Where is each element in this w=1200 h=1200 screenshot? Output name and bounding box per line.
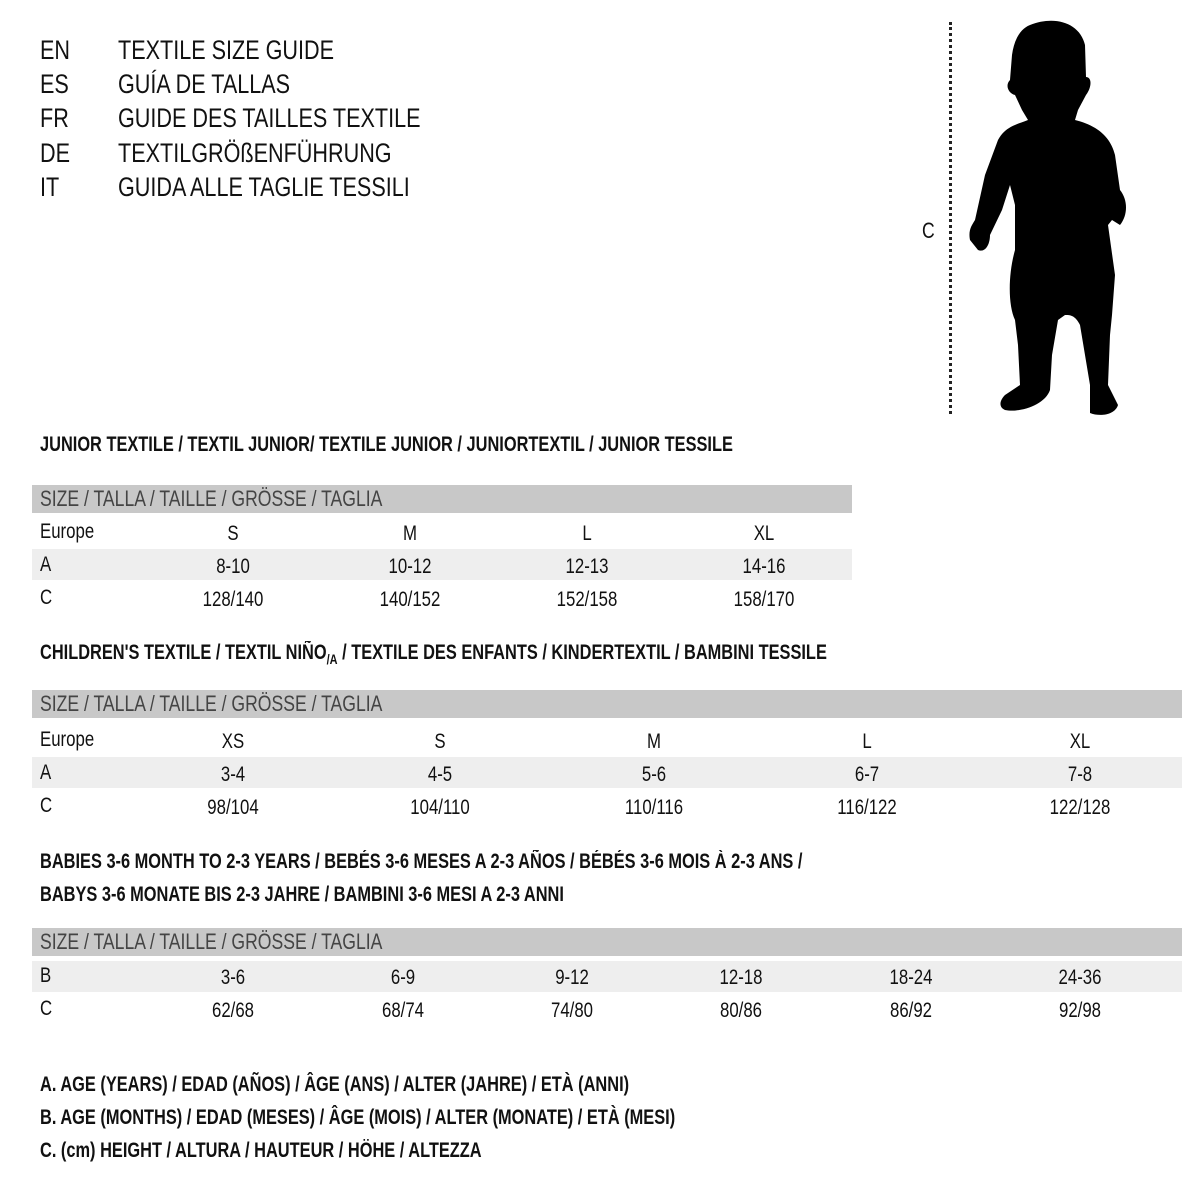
row-band [32, 757, 1182, 788]
row-label: C [40, 997, 53, 1020]
table-cell: 110/116 [624, 796, 684, 819]
lang-code: FR [40, 103, 69, 133]
table-cell: 140/152 [379, 588, 441, 611]
table-cell: S [227, 522, 239, 545]
table-cell: 7-8 [1067, 763, 1093, 786]
heading-text: / TEXTILE DES ENFANTS / KINDERTEXTIL / B… [337, 641, 827, 664]
lang-title: GUIDE DES TAILLES TEXTILE [118, 103, 421, 133]
section-heading: BABYS 3-6 MONATE BIS 2-3 JAHRE / BAMBINI… [40, 883, 564, 906]
table-cell: 10-12 [388, 555, 432, 578]
dotted-height-line [949, 22, 952, 414]
table-cell: 12-13 [565, 555, 609, 578]
table-cell: 8-10 [216, 555, 250, 578]
section-heading: BABIES 3-6 MONTH TO 2-3 YEARS / BEBÉS 3-… [40, 850, 803, 873]
table-cell: 122/128 [1049, 796, 1111, 819]
table-cell: M [647, 730, 661, 753]
lang-title: GUÍA DE TALLAS [118, 69, 291, 99]
legend-item: A. AGE (YEARS) / EDAD (AÑOS) / ÂGE (ANS)… [40, 1073, 630, 1096]
lang-code: ES [40, 69, 69, 99]
row-label: B [40, 964, 52, 987]
lang-code: DE [40, 138, 71, 168]
height-measure-label: C [922, 218, 935, 243]
legend-item: C. (cm) HEIGHT / ALTURA / HAUTEUR / HÖHE… [40, 1139, 482, 1162]
table-cell: 14-16 [742, 555, 786, 578]
table-cell: XS [221, 730, 245, 753]
table-cell: 116/122 [837, 796, 897, 819]
table-cell: 3-6 [220, 966, 246, 989]
legend-item: B. AGE (MONTHS) / EDAD (MESES) / ÂGE (MO… [40, 1106, 676, 1129]
table-cell: M [403, 522, 417, 545]
table-cell: 6-7 [854, 763, 880, 786]
table-cell: L [582, 522, 592, 545]
table-cell: 68/74 [381, 999, 425, 1022]
section-heading: JUNIOR TEXTILE / TEXTIL JUNIOR/ TEXTILE … [40, 433, 733, 456]
section-heading: CHILDREN'S TEXTILE / TEXTIL NIÑO/A / TEX… [40, 642, 827, 666]
row-band [32, 961, 1182, 992]
row-label: A [40, 553, 52, 576]
table-header-bar [32, 485, 852, 513]
row-label: Europe [40, 520, 95, 543]
lang-title: TEXTILE SIZE GUIDE [118, 35, 335, 65]
table-header: SIZE / TALLA / TAILLE / GRÖSSE / TAGLIA [40, 929, 383, 954]
table-header-bar [32, 690, 1182, 718]
row-label: C [40, 586, 53, 609]
child-silhouette-icon [969, 20, 1126, 415]
table-cell: 6-9 [390, 966, 416, 989]
table-header-bar [32, 928, 1182, 956]
lang-code: EN [40, 35, 71, 65]
table-cell: 9-12 [555, 966, 589, 989]
table-cell: 74/80 [550, 999, 594, 1022]
table-header: SIZE / TALLA / TAILLE / GRÖSSE / TAGLIA [40, 691, 383, 716]
table-cell: 24-36 [1058, 966, 1102, 989]
table-cell: 104/110 [410, 796, 470, 819]
lang-title: GUIDA ALLE TAGLIE TESSILI [118, 172, 410, 202]
row-label: A [40, 761, 52, 784]
table-cell: L [862, 730, 872, 753]
lang-title: TEXTILGRÖßENFÜHRUNG [118, 138, 392, 168]
table-cell: XL [753, 522, 775, 545]
table-cell: 128/140 [202, 588, 264, 611]
heading-text: CHILDREN'S TEXTILE / TEXTIL NIÑO [40, 641, 327, 664]
row-label: Europe [40, 728, 95, 751]
table-cell: 12-18 [719, 966, 763, 989]
table-cell: 18-24 [889, 966, 933, 989]
table-cell: 5-6 [641, 763, 667, 786]
lang-code: IT [40, 172, 60, 202]
row-label: C [40, 794, 53, 817]
table-cell: S [434, 730, 446, 753]
table-cell: 4-5 [427, 763, 453, 786]
table-cell: 80/86 [719, 999, 763, 1022]
table-cell: 152/158 [556, 588, 618, 611]
table-header: SIZE / TALLA / TAILLE / GRÖSSE / TAGLIA [40, 486, 383, 511]
table-cell: XL [1069, 730, 1091, 753]
table-cell: 3-4 [220, 763, 246, 786]
table-cell: 86/92 [889, 999, 933, 1022]
table-cell: 92/98 [1058, 999, 1102, 1022]
table-cell: 98/104 [207, 796, 259, 819]
row-band [32, 549, 852, 580]
table-cell: 62/68 [211, 999, 255, 1022]
heading-subscript: /A [326, 651, 338, 668]
table-cell: 158/170 [733, 588, 795, 611]
